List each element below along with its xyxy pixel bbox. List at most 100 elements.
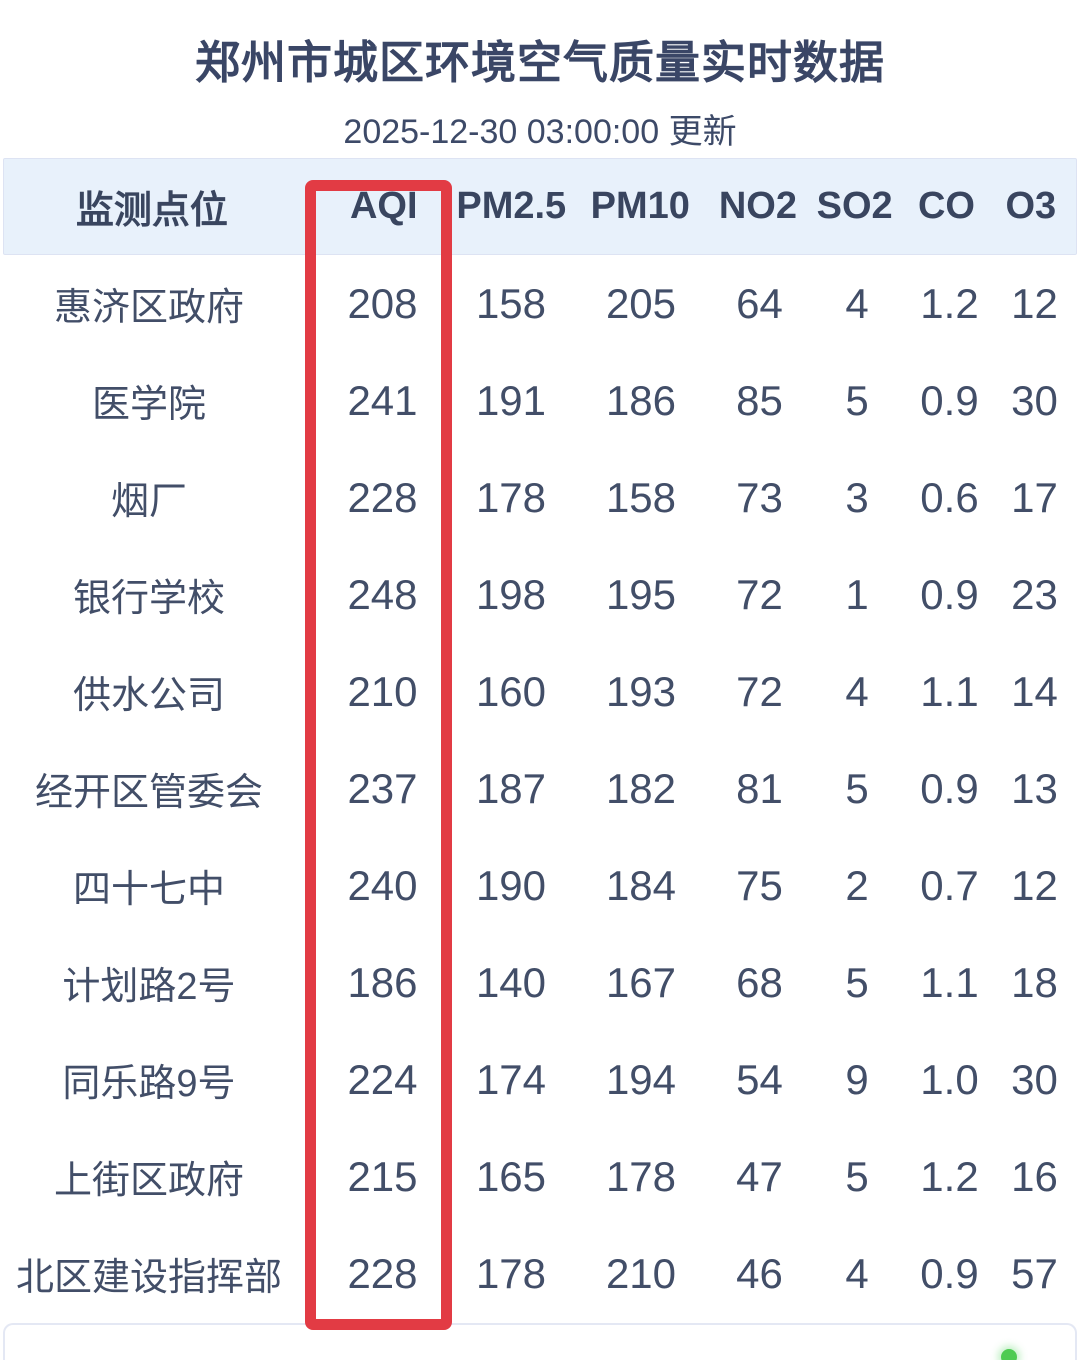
value-cell: 1.0: [920, 1055, 979, 1103]
value-cell: 160: [475, 667, 547, 715]
value-cell: 1.1: [920, 667, 979, 715]
value-cell: 46: [736, 1249, 783, 1297]
value-cell: 228: [347, 1249, 418, 1297]
column-header: O3: [1005, 185, 1057, 227]
site-name-cell: 经开区管委会: [34, 772, 263, 814]
value-cell: 30: [1011, 376, 1058, 424]
value-cell: 178: [475, 473, 547, 521]
column-header: PM10: [590, 185, 690, 227]
value-cell: 210: [347, 667, 418, 715]
value-cell: 54: [736, 1055, 783, 1103]
value-cell: 72: [736, 667, 783, 715]
column-header: 监测点位: [75, 190, 228, 232]
value-cell: 210: [605, 1249, 677, 1297]
value-cell: 3: [845, 473, 869, 521]
value-cell: 0.9: [920, 764, 979, 812]
value-cell: 184: [605, 861, 677, 909]
column-header: NO2: [718, 185, 797, 227]
site-name-cell: 四十七中: [72, 869, 225, 911]
site-name-cell: 惠济区政府: [53, 287, 244, 329]
value-cell: 140: [475, 958, 547, 1006]
value-cell: 208: [347, 279, 418, 327]
column-header: CO: [917, 185, 975, 227]
value-cell: 4: [845, 1249, 869, 1297]
value-cell: 47: [736, 1152, 783, 1200]
table-row: 医学院 241 191 186 85 5 0.9 30: [0, 352, 1080, 449]
table-row: 四十七中 240 190 184 75 2 0.7 12: [0, 837, 1080, 934]
update-timestamp: 2025-12-30 03:00:00 更新: [343, 113, 737, 151]
value-cell: 1: [845, 570, 869, 618]
value-cell: 240: [347, 861, 418, 909]
table-row: 经开区管委会 237 187 182 81 5 0.9 13: [0, 740, 1080, 837]
value-cell: 193: [605, 667, 677, 715]
site-name-cell: 计划路2号: [62, 966, 236, 1008]
value-cell: 241: [347, 376, 418, 424]
site-name-cell: 供水公司: [72, 675, 225, 717]
value-cell: 2: [845, 861, 869, 909]
bottom-panel: [3, 1323, 1077, 1360]
value-cell: 64: [736, 279, 783, 327]
value-cell: 75: [736, 861, 783, 909]
value-cell: 57: [1011, 1249, 1058, 1297]
table-row: 计划路2号 186 140 167 68 5 1.1 18: [0, 934, 1080, 1031]
table-body: 惠济区政府 208 158 205 64 4 1.2 12 医学院 241 191 186 85 5 0.9…: [0, 255, 1080, 1322]
value-cell: 12: [1011, 279, 1058, 327]
table-row: 北区建设指挥部 228 178 210 46 4 0.9 57: [0, 1225, 1080, 1322]
site-name-cell: 同乐路9号: [62, 1063, 236, 1105]
table-row: 烟厂 228 178 158 73 3 0.6 17: [0, 449, 1080, 546]
air-quality-table: 监测点位 AQI PM2.5 PM10 NO2 SO2 CO O3 惠济区政府 208 158 2 0…: [0, 158, 1080, 1322]
value-cell: 191: [475, 376, 547, 424]
site-name-cell: 烟厂: [110, 481, 187, 523]
value-cell: 1.2: [920, 279, 979, 327]
value-cell: 16: [1011, 1152, 1058, 1200]
value-cell: 1.1: [920, 958, 979, 1006]
table-row: 惠济区政府 208 158 205 64 4 1.2 12: [0, 255, 1080, 352]
value-cell: 186: [605, 376, 677, 424]
value-cell: 224: [347, 1055, 418, 1103]
value-cell: 17: [1011, 473, 1058, 521]
table-row: 银行学校 248 198 195 72 1 0.9 23: [0, 546, 1080, 643]
value-cell: 194: [605, 1055, 677, 1103]
value-cell: 174: [475, 1055, 547, 1103]
table-row: 同乐路9号 224 174 194 54 9 1.0 30: [0, 1031, 1080, 1128]
value-cell: 186: [347, 958, 418, 1006]
value-cell: 14: [1011, 667, 1058, 715]
column-header: SO2: [816, 185, 893, 227]
value-cell: 0.6: [920, 473, 979, 521]
site-name-cell: 上街区政府: [53, 1160, 244, 1202]
value-cell: 195: [605, 570, 677, 618]
page-title: 郑州市城区环境空气质量实时数据: [194, 37, 885, 88]
value-cell: 18: [1011, 958, 1058, 1006]
table-row: 上街区政府 215 165 178 47 5 1.2 16: [0, 1128, 1080, 1225]
value-cell: 228: [347, 473, 418, 521]
value-cell: 23: [1011, 570, 1058, 618]
value-cell: 12: [1011, 861, 1058, 909]
value-cell: 5: [845, 376, 869, 424]
value-cell: 158: [475, 279, 547, 327]
value-cell: 1.2: [920, 1152, 979, 1200]
value-cell: 9: [845, 1055, 869, 1103]
table-row: 供水公司 210 160 193 72 4 1.1 14: [0, 643, 1080, 740]
value-cell: 4: [845, 667, 869, 715]
site-name-cell: 银行学校: [72, 578, 225, 620]
value-cell: 13: [1011, 764, 1058, 812]
value-cell: 5: [845, 764, 869, 812]
value-cell: 4: [845, 279, 869, 327]
value-cell: 248: [347, 570, 418, 618]
value-cell: 0.9: [920, 376, 979, 424]
value-cell: 68: [736, 958, 783, 1006]
value-cell: 237: [347, 764, 418, 812]
value-cell: 0.9: [920, 1249, 979, 1297]
value-cell: 190: [475, 861, 547, 909]
value-cell: 165: [475, 1152, 547, 1200]
column-header: AQI: [349, 185, 418, 227]
value-cell: 178: [475, 1249, 547, 1297]
value-cell: 73: [736, 473, 783, 521]
column-header: PM2.5: [456, 185, 567, 227]
site-name-cell: 医学院: [91, 384, 206, 426]
value-cell: 0.9: [920, 570, 979, 618]
value-cell: 187: [475, 764, 547, 812]
table-header-row: 监测点位 AQI PM2.5 PM10 NO2 SO2 CO O3: [3, 158, 1077, 255]
value-cell: 215: [347, 1152, 418, 1200]
